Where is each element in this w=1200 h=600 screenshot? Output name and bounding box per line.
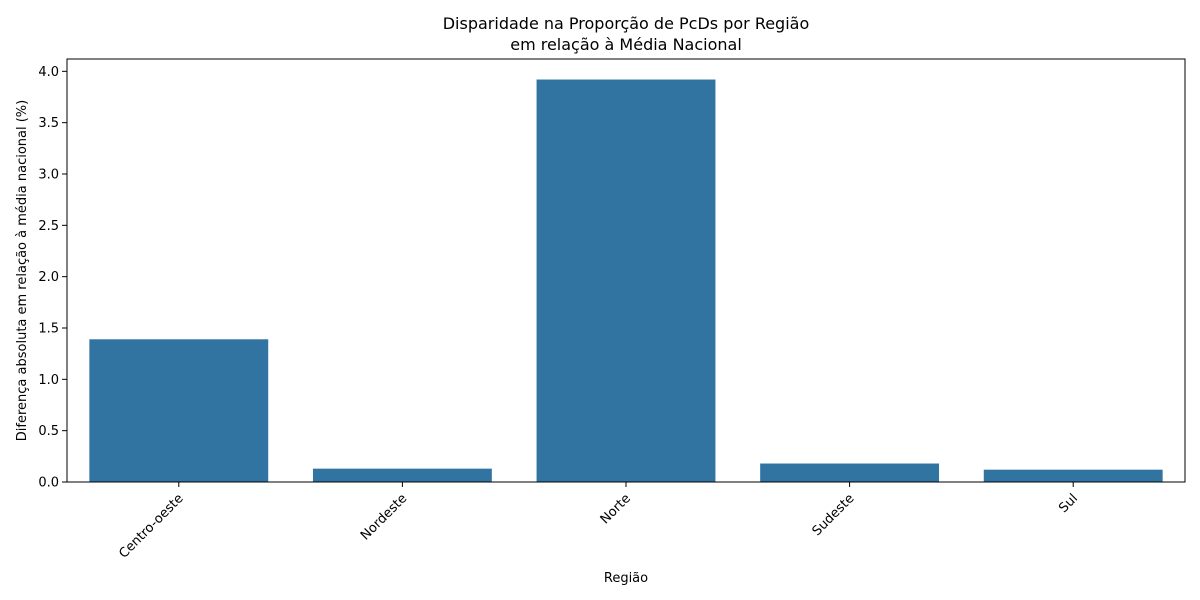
y-tick-label: 1.0	[38, 373, 59, 388]
y-tick-label: 3.5	[38, 116, 59, 131]
y-tick-label: 0.0	[38, 476, 59, 491]
chart-title-line-2: em relação à Média Nacional	[510, 35, 742, 54]
bars-group	[89, 79, 1163, 482]
y-tick-label: 3.0	[38, 167, 59, 182]
y-axis: 0.0 0.5 1.0 1.5 2.0 2.5 3.0 3.5 4.0	[38, 65, 67, 491]
y-tick-label: 2.5	[38, 219, 59, 234]
y-axis-label: Diferença absoluta em relação à média na…	[15, 100, 30, 441]
bar-centro-oeste	[89, 339, 269, 482]
chart-title-line-1: Disparidade na Proporção de PcDs por Reg…	[443, 14, 810, 33]
x-axis-label: Região	[604, 571, 648, 586]
y-tick-label: 4.0	[38, 65, 59, 80]
x-tick-label: Centro-oeste	[116, 491, 186, 561]
x-axis: Centro-oeste Nordeste Norte Sudeste Sul	[116, 482, 1081, 562]
x-tick-label: Sul	[1056, 491, 1081, 516]
x-tick-label: Norte	[598, 491, 634, 527]
bar-sudeste	[760, 463, 940, 482]
bar-sul	[983, 469, 1163, 482]
bar-nordeste	[312, 468, 492, 482]
plot-frame	[66, 58, 1186, 483]
x-tick-label: Nordeste	[358, 491, 410, 543]
bar-norte	[536, 79, 716, 482]
y-tick-label: 1.5	[38, 321, 59, 336]
x-tick-label: Sudeste	[810, 491, 858, 539]
y-tick-label: 2.0	[38, 270, 59, 285]
y-tick-label: 0.5	[38, 424, 59, 439]
